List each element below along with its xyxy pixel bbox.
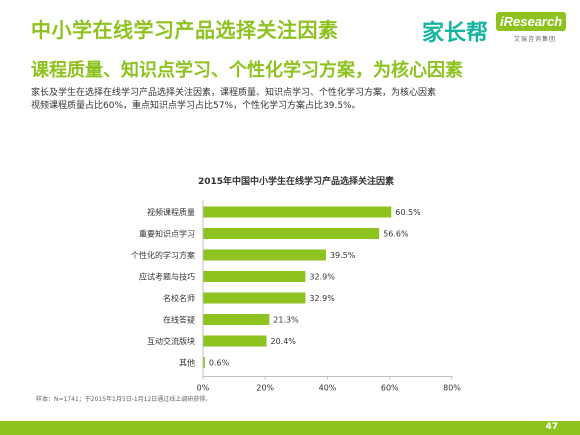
data-label: 60.5% — [395, 208, 421, 217]
x-axis: 0% 20% 40% 60% 80% — [197, 200, 461, 393]
iresearch-logo: iResearch 艾瑞咨询集团 — [496, 12, 567, 46]
data-label: 20.4% — [270, 337, 296, 346]
description-line-2: 视频课程质量占比60%，重点知识点学习占比57%，个性化学习方案占比39.5%。 — [31, 101, 361, 111]
bar — [203, 292, 306, 304]
x-tick-label: 60% — [381, 384, 399, 393]
bar — [203, 357, 205, 368]
description-line-1: 家长及学生在选择在线学习产品选择关注因素，课程质量、知识点学习、个性化学习方案，… — [31, 88, 437, 98]
bar — [203, 249, 326, 261]
category-label: 视频课程质量 — [147, 207, 195, 217]
page-title: 中小学在线学习产品选择关注因素 — [31, 18, 339, 42]
category-label: 个性化的学习方案 — [131, 250, 195, 260]
jiazhangbang-logo: 家长帮 — [422, 21, 489, 46]
category-label: 互动交流版块 — [147, 336, 195, 346]
x-tick-label: 80% — [443, 384, 461, 393]
footer-bar: 47 — [0, 421, 580, 435]
category-label: 应试考题与技巧 — [139, 272, 195, 282]
category-label: 其他 — [179, 358, 195, 368]
bar — [203, 271, 306, 282]
x-tick-label: 0% — [197, 384, 210, 393]
category-label: 重要知识点学习 — [139, 229, 195, 239]
data-label: 21.3% — [273, 316, 299, 325]
iresearch-logo-word: iResearch — [496, 12, 567, 31]
bar-chart: 2015年中国中小学生在线学习产品选择关注因素 视频课程质量 60.5% 重要知识点… — [131, 175, 461, 393]
bar — [203, 314, 270, 325]
data-label: 0.6% — [209, 359, 230, 368]
bar — [203, 206, 392, 218]
data-label: 39.5% — [330, 251, 356, 260]
bar — [203, 335, 267, 347]
description: 家长及学生在选择在线学习产品选择关注因素，课程质量、知识点学习、个性化学习方案，… — [31, 87, 531, 113]
bar — [203, 228, 380, 239]
page-subtitle: 课程质量、知识点学习、个性化学习方案，为核心因素 — [31, 60, 463, 81]
category-label: 名校名师 — [163, 293, 195, 303]
chart-title: 2015年中国中小学生在线学习产品选择关注因素 — [198, 175, 394, 187]
data-label: 56.6% — [383, 230, 409, 239]
category-label: 在线答疑 — [163, 315, 195, 325]
data-label: 32.9% — [309, 294, 335, 303]
source-note: 样本：N=1741；于2015年1月5日-1月12日通过线上调研获得。 — [36, 396, 212, 403]
data-label: 32.9% — [309, 273, 335, 282]
page-number: 47 — [545, 422, 558, 432]
bars-group: 视频课程质量 60.5% 重要知识点学习 56.6% 个性化的学习方案 39.5% 应试考题… — [131, 206, 421, 368]
x-tick-label: 20% — [256, 384, 274, 393]
iresearch-logo-subtext: 艾瑞咨询集团 — [514, 36, 557, 43]
x-tick-label: 40% — [319, 384, 337, 393]
